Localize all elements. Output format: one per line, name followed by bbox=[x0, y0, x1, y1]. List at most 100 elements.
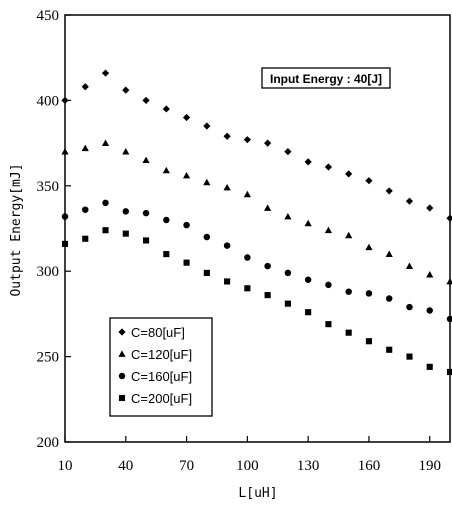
data-point bbox=[122, 230, 129, 237]
y-tick-label: 200 bbox=[37, 435, 60, 451]
legend-frame bbox=[109, 317, 213, 417]
data-point bbox=[426, 271, 434, 278]
legend-label: C=120[uF] bbox=[131, 347, 192, 362]
y-tick-label: 250 bbox=[37, 350, 60, 366]
data-point bbox=[122, 148, 130, 155]
data-point bbox=[426, 307, 433, 314]
x-tick-label: 160 bbox=[358, 458, 381, 474]
data-point bbox=[284, 148, 292, 156]
data-point bbox=[82, 206, 89, 213]
legend-entry: C=80[uF] bbox=[118, 325, 185, 340]
data-point bbox=[203, 178, 211, 186]
data-point bbox=[385, 295, 393, 302]
legend-marker bbox=[118, 350, 126, 357]
data-point bbox=[284, 269, 292, 277]
data-point bbox=[264, 139, 272, 147]
data-point bbox=[183, 221, 190, 229]
data-point bbox=[426, 204, 434, 212]
data-point bbox=[61, 148, 69, 155]
data-point bbox=[385, 250, 393, 257]
data-point bbox=[102, 227, 109, 234]
data-point bbox=[365, 338, 373, 345]
data-point bbox=[345, 329, 352, 336]
data-point bbox=[386, 346, 393, 353]
data-point bbox=[61, 96, 69, 104]
data-point bbox=[325, 281, 332, 289]
data-point bbox=[446, 277, 452, 285]
data-point bbox=[223, 132, 231, 140]
data-point bbox=[405, 197, 414, 205]
data-point bbox=[244, 254, 251, 261]
data-point bbox=[163, 251, 170, 258]
data-point bbox=[61, 213, 69, 220]
x-tick-label: 130 bbox=[297, 458, 320, 474]
legend-marker bbox=[118, 328, 126, 336]
x-tick-label: 100 bbox=[236, 458, 259, 474]
legend-label: C=160[uF] bbox=[131, 369, 192, 384]
data-point bbox=[305, 309, 312, 316]
data-point bbox=[406, 353, 413, 360]
series-3 bbox=[61, 199, 452, 323]
data-point bbox=[122, 86, 130, 94]
data-point bbox=[203, 269, 210, 276]
data-point bbox=[345, 288, 352, 295]
data-point bbox=[446, 315, 452, 323]
data-point bbox=[264, 292, 271, 299]
series-1 bbox=[61, 69, 452, 222]
series-2 bbox=[61, 139, 452, 285]
y-tick-label: 300 bbox=[37, 264, 60, 280]
data-point bbox=[243, 190, 251, 198]
data-point bbox=[101, 69, 110, 77]
y-tick-label: 350 bbox=[37, 179, 60, 195]
data-point bbox=[182, 171, 191, 179]
data-point bbox=[244, 285, 251, 292]
data-point bbox=[304, 219, 312, 227]
x-tick-label: 10 bbox=[58, 458, 73, 474]
x-tick-label: 70 bbox=[179, 458, 194, 474]
y-tick-label: 450 bbox=[37, 8, 60, 24]
data-point bbox=[162, 166, 170, 174]
legend: C=80[uF] C=120[uF] C=160[uF] C=200[uF] bbox=[109, 317, 213, 417]
data-point bbox=[122, 208, 130, 215]
data-point bbox=[224, 278, 231, 285]
data-point bbox=[446, 368, 452, 376]
data-point bbox=[82, 235, 89, 242]
legend-entry: C=200[uF] bbox=[118, 391, 192, 406]
data-point bbox=[223, 242, 231, 249]
x-axis: 10 40 70 100 130 160 190 bbox=[58, 436, 441, 474]
data-point bbox=[304, 276, 312, 283]
data-point bbox=[142, 209, 150, 217]
x-tick-label: 40 bbox=[118, 458, 133, 474]
data-point bbox=[365, 177, 373, 185]
x-tick-label: 190 bbox=[418, 458, 441, 474]
data-points bbox=[61, 69, 452, 376]
data-point bbox=[101, 139, 110, 146]
data-point bbox=[324, 163, 333, 171]
data-point bbox=[284, 212, 292, 220]
data-point bbox=[81, 144, 89, 152]
data-point bbox=[325, 321, 332, 328]
data-point bbox=[426, 363, 433, 370]
data-point bbox=[304, 158, 312, 166]
legend-label: C=200[uF] bbox=[131, 391, 192, 406]
annotation-box: Input Energy : 40[J] bbox=[261, 67, 391, 89]
data-point bbox=[203, 122, 211, 130]
series-4 bbox=[61, 227, 452, 376]
data-point bbox=[365, 243, 373, 251]
x-axis-title: L[uH] bbox=[238, 486, 277, 501]
legend-marker bbox=[118, 372, 126, 380]
data-point bbox=[162, 105, 170, 113]
data-point bbox=[102, 199, 109, 207]
data-point bbox=[203, 233, 211, 241]
data-point bbox=[446, 214, 452, 222]
data-point bbox=[142, 96, 150, 104]
data-point bbox=[324, 226, 333, 234]
data-point bbox=[264, 204, 272, 211]
data-point bbox=[345, 231, 353, 239]
legend-marker bbox=[118, 394, 126, 402]
data-point bbox=[61, 240, 69, 247]
data-point bbox=[345, 170, 353, 178]
data-point bbox=[406, 303, 413, 311]
data-point bbox=[385, 187, 393, 195]
